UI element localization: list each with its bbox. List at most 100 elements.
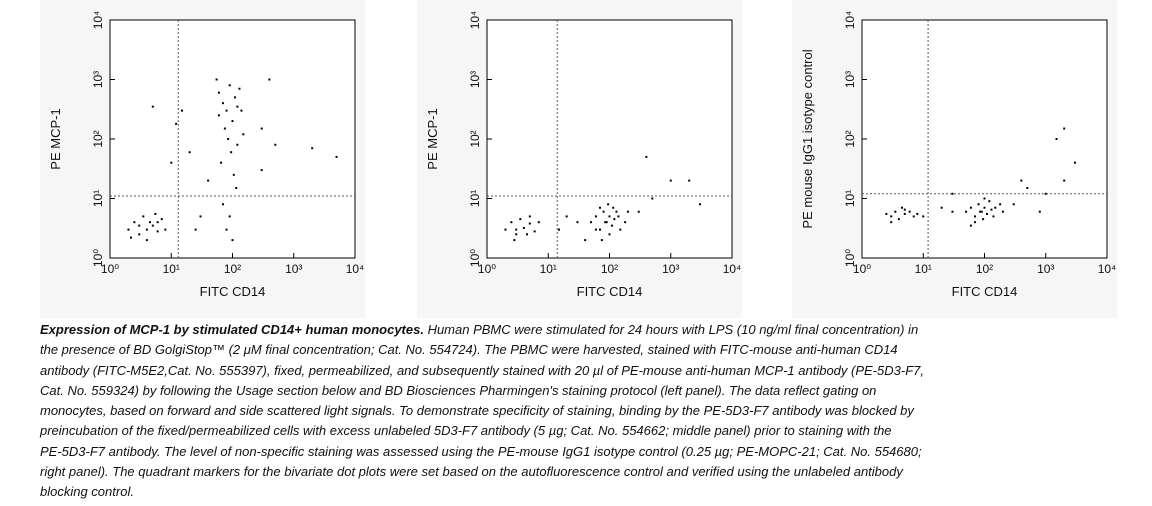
dot <box>311 147 314 150</box>
x-tick-label: 10² <box>976 262 993 276</box>
dot <box>231 120 234 123</box>
dot <box>1055 138 1058 140</box>
dot <box>974 221 977 224</box>
y-tick-label: 10¹ <box>468 190 482 207</box>
dot <box>894 210 897 213</box>
caption-text: the presence of BD GolgiStop™ (2 μM fina… <box>40 342 898 358</box>
dot <box>151 105 154 108</box>
dot <box>227 138 230 140</box>
x-tick-label: 10⁰ <box>101 262 119 276</box>
caption-text: PE-5D3-F7 antibody. The level of non-spe… <box>40 443 922 459</box>
dot <box>274 143 277 146</box>
caption-text: blocking control. <box>40 484 134 500</box>
dot <box>181 109 184 112</box>
dot <box>988 200 991 203</box>
x-axis-label: FITC CD14 <box>577 284 643 299</box>
caption-text: antibody (FITC-M5E2,Cat. No. 555397), fi… <box>40 362 924 378</box>
dot <box>922 215 925 218</box>
dot <box>611 224 614 227</box>
dot <box>999 203 1002 206</box>
x-tick-label: 10² <box>224 262 241 276</box>
dot <box>222 203 225 206</box>
caption-line: antibody (FITC-M5E2,Cat. No. 555397), fi… <box>40 361 1040 381</box>
dot <box>127 228 130 231</box>
dot <box>969 224 972 227</box>
dot <box>612 206 615 209</box>
dot <box>528 222 531 225</box>
dot <box>594 215 597 218</box>
dot <box>230 151 233 154</box>
figure: 10⁰ 10¹ 10² 10³ 10⁴ 10⁰ 10¹ 10² 10³ 10⁴ FITC CD14 P… <box>48 10 1117 299</box>
dot <box>688 179 691 182</box>
dot <box>986 212 989 215</box>
dot <box>983 197 986 200</box>
y-axis-label: PE MCP-1 <box>425 108 440 169</box>
dot <box>228 84 231 87</box>
dot <box>156 221 159 224</box>
y-tick-label: 10⁰ <box>843 249 857 267</box>
y-tick-label: 10⁴ <box>91 11 105 30</box>
dot <box>522 226 525 229</box>
dot <box>519 218 522 221</box>
dot <box>912 215 915 218</box>
x-tick-label: 10⁴ <box>346 262 365 276</box>
dot <box>982 218 985 221</box>
dot <box>1044 192 1047 195</box>
x-tick-label: 10⁰ <box>853 262 871 276</box>
y-tick-label: 10⁰ <box>468 249 482 267</box>
dot <box>236 143 239 146</box>
dot <box>604 221 607 224</box>
dot <box>974 215 977 218</box>
y-tick-label: 10⁴ <box>468 11 482 30</box>
dot <box>242 133 245 136</box>
dot <box>222 102 225 105</box>
dot <box>145 228 148 231</box>
dot <box>335 155 338 158</box>
dot <box>890 215 893 218</box>
dot <box>979 210 982 213</box>
x-tick-label: 10⁴ <box>723 262 742 276</box>
dot <box>1063 179 1066 182</box>
x-tick-label: 10⁰ <box>478 262 496 276</box>
dot <box>599 206 602 209</box>
dot <box>590 221 593 224</box>
dot <box>651 197 654 200</box>
dot <box>1063 127 1066 130</box>
y-tick-label: 10³ <box>468 71 482 88</box>
dot <box>617 215 620 218</box>
y-tick-label: 10¹ <box>843 190 857 207</box>
dot <box>138 224 141 227</box>
dot <box>903 212 906 215</box>
dot <box>576 221 579 224</box>
dot <box>624 221 627 224</box>
dot <box>194 228 197 231</box>
y-tick-label: 10³ <box>91 71 105 88</box>
dot <box>890 221 893 224</box>
caption-text: Human PBMC were stimulated for 24 hours … <box>423 322 919 337</box>
dot <box>951 192 954 195</box>
dot <box>608 233 611 236</box>
dot <box>234 96 237 99</box>
x-axis-label: FITC CD14 <box>952 284 1018 299</box>
dot <box>994 206 997 209</box>
dot <box>983 206 986 209</box>
dot <box>619 228 622 231</box>
dot <box>600 239 603 242</box>
dot <box>220 161 223 164</box>
caption-text: Cat. No. 559324) by following the Usage … <box>40 382 877 398</box>
y-tick-label: 10² <box>468 130 482 147</box>
dot <box>605 221 608 224</box>
dot <box>240 109 243 112</box>
dot <box>142 215 145 218</box>
caption-line: PE-5D3-F7 antibody. The level of non-spe… <box>40 442 1040 462</box>
dot <box>897 218 900 221</box>
dot <box>602 210 605 213</box>
dot <box>228 215 231 218</box>
dot <box>1020 179 1023 182</box>
dot <box>133 221 136 224</box>
dot <box>1001 210 1004 213</box>
dot <box>170 161 173 164</box>
caption-line: blocking control. <box>40 482 1040 502</box>
dot <box>260 127 263 130</box>
